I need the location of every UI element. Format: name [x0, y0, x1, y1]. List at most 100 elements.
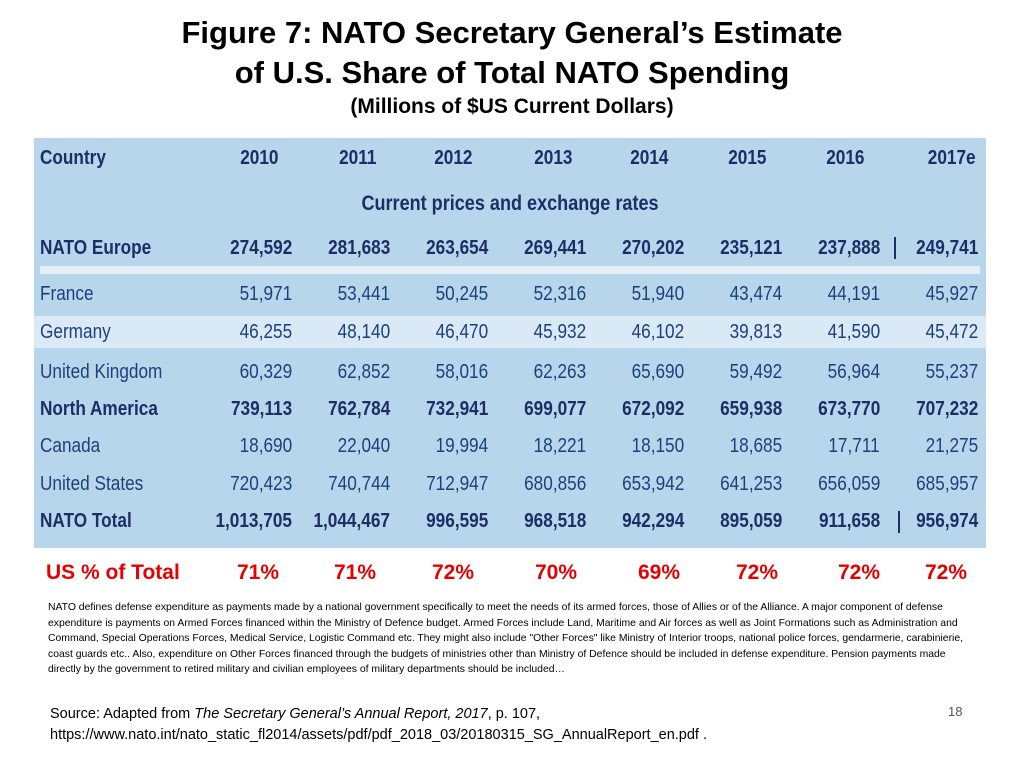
table-subheader: Current prices and exchange rates [361, 192, 659, 215]
row-value: 740,744 [327, 473, 390, 495]
row-value: 235,121 [719, 237, 782, 259]
row-value: 895,059 [719, 510, 782, 532]
row-value: 732,941 [425, 398, 488, 420]
row-value: 46,255 [239, 321, 292, 343]
row-value: 46,470 [435, 321, 488, 343]
us-share-label: US % of Total [46, 561, 180, 584]
row-value: 41,590 [827, 321, 880, 343]
row-value: 911,658 [818, 510, 880, 532]
row-value: 720,423 [229, 473, 292, 495]
row-value: 60,329 [239, 361, 292, 383]
source-work-title: The Secretary General’s Annual Report, 2… [194, 706, 488, 722]
us-share-value: 72% [432, 561, 475, 584]
row-value: 58,016 [435, 361, 488, 383]
table-row: France 51,971 53,441 50,245 52,316 51,94… [34, 278, 986, 310]
row-value: 712,947 [425, 473, 488, 495]
us-share-value: 71% [237, 561, 280, 584]
row-value: 270,202 [621, 237, 684, 259]
slide-title-line-2: of U.S. Share of Total NATO Spending [234, 55, 790, 90]
row-value: 707,232 [915, 398, 978, 420]
row-value: 653,942 [621, 473, 684, 495]
row-value: 641,253 [719, 473, 782, 495]
row-value: 56,964 [827, 361, 880, 383]
row-value: 46,102 [631, 321, 684, 343]
row-value: 50,245 [435, 283, 488, 305]
row-value: 48,140 [337, 321, 390, 343]
row-value: 699,077 [523, 398, 586, 420]
row-value: 18,690 [239, 435, 292, 457]
spending-table: Country 2010 2011 2012 2013 2014 2015 20… [34, 138, 986, 548]
row-value: 1,044,467 [313, 510, 390, 532]
header-year: 2013 [533, 147, 572, 169]
source-url: https://www.nato.int/nato_static_fl2014/… [50, 727, 708, 743]
row-value: 55,237 [925, 361, 978, 383]
row-value: 45,932 [533, 321, 586, 343]
header-country: Country [40, 147, 106, 169]
row-value: 269,441 [523, 237, 586, 259]
table-row: NATO Total 1,013,705 1,044,467 996,595 9… [34, 505, 986, 537]
table-row: NATO Europe 274,592 281,683 263,654 269,… [34, 232, 986, 264]
page-number: 18 [948, 704, 963, 719]
divider-mark [894, 237, 896, 259]
header-year: 2011 [338, 147, 376, 169]
row-value: 956,974 [915, 510, 978, 532]
slide-subtitle: (Millions of $US Current Dollars) [350, 95, 674, 118]
header-year: 2014 [629, 147, 668, 169]
row-value: 62,263 [533, 361, 586, 383]
row-country: NATO Europe [40, 237, 152, 259]
row-value: 263,654 [425, 237, 488, 259]
table-header-row: Country 2010 2011 2012 2013 2014 2015 20… [34, 142, 986, 174]
us-share-value: 72% [925, 561, 968, 584]
row-country: France [40, 283, 94, 305]
row-value: 62,852 [337, 361, 390, 383]
row-value: 52,316 [533, 283, 586, 305]
us-share-value: 72% [838, 561, 881, 584]
row-country: NATO Total [40, 510, 132, 532]
source-prefix: Source: Adapted from [50, 706, 195, 722]
row-country: United Kingdom [40, 361, 163, 383]
row-value: 59,492 [729, 361, 782, 383]
us-share-value: 71% [334, 561, 377, 584]
row-value: 1,013,705 [215, 510, 292, 532]
table-separator [40, 266, 980, 274]
table-row: United States 720,423 740,744 712,947 68… [34, 468, 986, 500]
row-value: 739,113 [230, 398, 292, 420]
row-country: Canada [40, 435, 101, 457]
source-citation: Source: Adapted from The Secretary Gener… [50, 704, 950, 746]
slide-title-line-1: Figure 7: NATO Secretary General’s Estim… [181, 15, 843, 50]
header-year: 2015 [727, 147, 766, 169]
row-value: 274,592 [229, 237, 292, 259]
row-value: 968,518 [523, 510, 586, 532]
row-value: 942,294 [621, 510, 684, 532]
row-value: 281,683 [327, 237, 390, 259]
row-value: 17,711 [828, 435, 880, 457]
row-value: 45,472 [925, 321, 978, 343]
row-value: 45,927 [925, 283, 978, 305]
row-value: 22,040 [337, 435, 390, 457]
header-year: 2016 [825, 147, 864, 169]
header-year: 2017e [928, 147, 976, 169]
table-row: United Kingdom 60,329 62,852 58,016 62,2… [34, 356, 986, 388]
us-share-row: US % of Total 71% 71% 72% 70% 69% 72% 72… [0, 561, 1024, 589]
row-value: 39,813 [729, 321, 782, 343]
row-value: 19,994 [435, 435, 488, 457]
row-value: 44,191 [827, 283, 880, 305]
divider-mark [898, 511, 900, 533]
row-value: 673,770 [817, 398, 880, 420]
table-row: Germany 46,255 48,140 46,470 45,932 46,1… [34, 316, 986, 348]
row-value: 762,784 [327, 398, 390, 420]
row-value: 51,940 [631, 283, 684, 305]
row-value: 51,971 [239, 283, 292, 305]
row-value: 672,092 [621, 398, 684, 420]
row-value: 18,221 [533, 435, 586, 457]
us-share-value: 72% [736, 561, 779, 584]
row-value: 18,685 [729, 435, 782, 457]
row-value: 53,441 [337, 283, 390, 305]
source-suffix: , p. 107, [487, 706, 541, 722]
row-country: United States [40, 473, 144, 495]
table-row: Canada 18,690 22,040 19,994 18,221 18,15… [34, 430, 986, 462]
header-year: 2010 [239, 147, 278, 169]
row-value: 685,957 [915, 473, 978, 495]
us-share-value: 70% [535, 561, 578, 584]
row-value: 996,595 [425, 510, 488, 532]
